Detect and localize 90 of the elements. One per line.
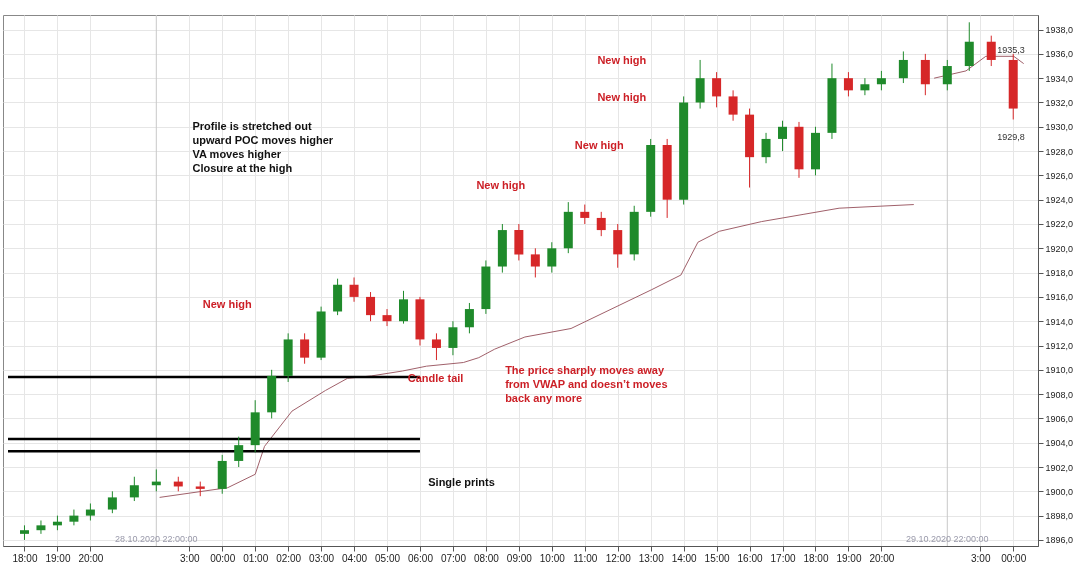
y-tick-label: 1904,0	[1045, 438, 1074, 449]
annotation: New high	[597, 91, 647, 103]
ref-line-label: 28.10.2020 22:00:00	[115, 534, 198, 544]
candlestick	[448, 320, 458, 356]
x-tick-label: 07:00	[440, 552, 467, 564]
x-tick-label: 14:00	[671, 552, 698, 564]
candlestick	[712, 71, 722, 108]
annotation: Profile is stretched out upward POC moves higher VA moves higher Closure at the high	[192, 120, 334, 175]
y-tick-label: 1914,0	[1045, 316, 1074, 327]
annotation: New high	[574, 138, 624, 151]
candlestick	[580, 204, 590, 225]
y-tick-label: 1930,0	[1045, 122, 1074, 133]
annotation: New high	[476, 178, 526, 191]
candlestick	[431, 332, 441, 361]
y-tick-label: 1916,0	[1045, 292, 1074, 303]
candlestick	[596, 211, 606, 237]
candlestick	[300, 332, 310, 365]
candlestick	[464, 302, 474, 334]
x-tick-label: 08:00	[473, 552, 500, 564]
y-tick-label: 1910,0	[1045, 365, 1074, 376]
annotation: 1929,8	[997, 131, 1025, 142]
candlestick	[399, 290, 408, 325]
annotation: New high	[597, 53, 647, 66]
x-tick-label: 18:00	[12, 552, 38, 564]
x-tick-label: 16:00	[737, 552, 764, 564]
x-tick-label: 19:00	[45, 552, 71, 564]
candlestick	[36, 519, 46, 535]
y-tick-label: 1922,0	[1045, 219, 1074, 230]
x-tick-label: 20:00	[869, 552, 895, 564]
x-tick-label: 03:00	[309, 552, 335, 564]
candlestick	[761, 132, 771, 164]
annotation: The price sharply moves away from VWAP and doesn’t moves back any more	[505, 364, 668, 405]
y-tick-label: 1924,0	[1045, 195, 1074, 206]
y-tick-label: 1912,0	[1045, 341, 1074, 352]
candlestick	[382, 308, 392, 327]
candlestick	[942, 59, 952, 91]
line-series	[159, 204, 915, 498]
y-tick-label: 1938,0	[1045, 25, 1074, 36]
ref-line-label: 29.10.2020 22:00:00	[906, 534, 989, 544]
candlestick	[234, 436, 244, 468]
x-tick-label: 19:00	[836, 552, 862, 564]
candlestick	[547, 241, 557, 274]
x-tick-label: 10:00	[539, 552, 566, 564]
y-tick-label: 1900,0	[1045, 486, 1074, 497]
annotation: Candle tail	[407, 372, 464, 385]
candlestick	[778, 120, 788, 152]
y-tick-label: 1932,0	[1045, 97, 1074, 108]
y-tick-label: 1928,0	[1045, 146, 1074, 157]
candlestick	[728, 89, 738, 122]
x-tick-label: 09:00	[506, 552, 533, 564]
x-tick-label: 06:00	[407, 552, 434, 564]
y-tick-label: 1898,0	[1045, 511, 1074, 522]
y-tick-label: 1926,0	[1045, 170, 1074, 181]
x-tick-label: 02:00	[276, 552, 302, 564]
candlestick	[349, 276, 359, 303]
y-tick-label: 1902,0	[1045, 462, 1074, 473]
candlestick	[107, 490, 117, 514]
y-tick-label: 1936,0	[1045, 49, 1074, 60]
candlestick	[530, 247, 540, 278]
y-tick-label: 1896,0	[1045, 535, 1074, 546]
candlestick	[876, 70, 886, 91]
x-tick-label: 13:00	[638, 552, 665, 564]
annotation: Single prints	[428, 475, 495, 488]
x-tick-label: 01:00	[243, 552, 269, 564]
y-tick-label: 1906,0	[1045, 413, 1074, 424]
x-tick-label: 05:00	[375, 552, 401, 564]
x-tick-label: 11:00	[573, 552, 598, 564]
x-tick-label: 00:00	[210, 552, 236, 564]
x-tick-label: 3:00	[971, 552, 991, 564]
annotation: New high	[202, 298, 252, 311]
annotation: 1935,3	[997, 44, 1025, 55]
x-tick-label: 18:00	[803, 552, 829, 564]
x-tick-label: 3:00	[180, 552, 200, 564]
x-tick-label: 20:00	[78, 552, 104, 564]
y-tick-label: 1908,0	[1045, 389, 1074, 400]
candlestick	[898, 50, 908, 84]
candlestick	[843, 71, 853, 97]
y-tick-label: 1934,0	[1045, 73, 1074, 84]
x-tick-label: 17:00	[770, 552, 796, 564]
candlestick	[69, 509, 79, 526]
candlestick	[986, 35, 996, 67]
candlestick	[129, 476, 139, 502]
candlestick	[860, 77, 870, 96]
x-tick-label: 12:00	[605, 552, 632, 564]
y-tick-label: 1920,0	[1045, 243, 1074, 254]
x-tick-label: 00:00	[1001, 552, 1027, 564]
y-tick-label: 1918,0	[1045, 268, 1074, 279]
candlestick	[366, 291, 376, 322]
x-tick-label: 15:00	[704, 552, 731, 564]
x-tick-label: 04:00	[342, 552, 368, 564]
